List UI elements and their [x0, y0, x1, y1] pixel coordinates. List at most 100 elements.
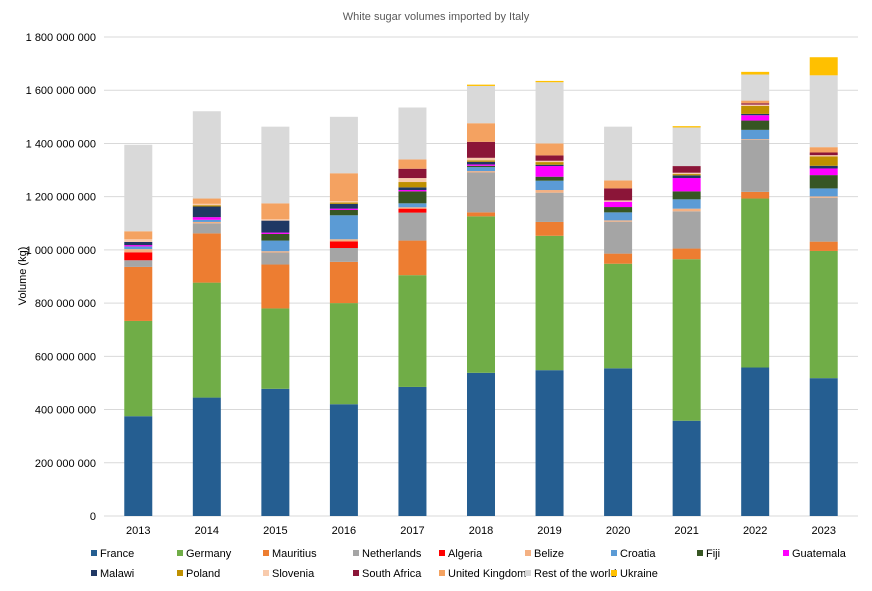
- legend-item: Poland: [177, 568, 220, 580]
- bar-segment: [192, 206, 221, 218]
- bar-segment: [261, 126, 290, 204]
- bar-segment: [329, 239, 358, 242]
- bar-stack-2021: [672, 126, 701, 516]
- bar-segment: [329, 208, 358, 210]
- bar-segment: [741, 198, 770, 368]
- bar-segment: [535, 143, 564, 156]
- bar-segment: [192, 223, 221, 234]
- legend-label: Croatia: [620, 548, 656, 560]
- x-tick-label: 2016: [332, 525, 356, 537]
- bar-segment: [672, 166, 701, 173]
- bar-segment: [535, 80, 564, 83]
- bar-segment: [809, 168, 838, 176]
- bar-stack-2018: [467, 84, 495, 516]
- bar-segment: [741, 113, 770, 116]
- bar-segment: [124, 260, 153, 267]
- bar-segment: [467, 165, 495, 168]
- bar-segment: [467, 85, 495, 124]
- bar-segment: [398, 207, 427, 209]
- bar-segment: [398, 240, 427, 276]
- chart-title: White sugar volumes imported by Italy: [343, 11, 530, 23]
- bar-segment: [809, 250, 838, 379]
- legend-label: Slovenia: [272, 568, 315, 580]
- bar-segment: [398, 191, 427, 204]
- bar-segment: [398, 178, 427, 183]
- bar-segment: [124, 266, 153, 321]
- bar-segment: [604, 180, 633, 189]
- bar-segment: [329, 404, 358, 516]
- y-tick-label: 200 000 000: [35, 458, 96, 470]
- bar-segment: [672, 208, 701, 212]
- bar-segment: [535, 155, 564, 161]
- bar-segment: [192, 397, 221, 516]
- bar-stack-2019: [535, 80, 564, 516]
- legend-swatch: [91, 550, 97, 556]
- legend-swatch: [697, 550, 703, 556]
- bar-segment: [467, 167, 495, 172]
- legend-label: United Kingdom: [448, 568, 526, 580]
- bar-segment: [672, 248, 701, 260]
- bar-stack-2013: [124, 144, 153, 516]
- bar-segment: [398, 386, 427, 516]
- x-tick-label: 2017: [400, 525, 424, 537]
- bar-segment: [809, 196, 838, 198]
- bar-segment: [535, 176, 564, 181]
- bar-segment: [535, 192, 564, 222]
- bar-segment: [124, 231, 153, 240]
- bar-segment: [535, 164, 564, 167]
- bar-segment: [535, 82, 564, 144]
- bar-segment: [467, 164, 495, 166]
- x-tick-label: 2023: [811, 525, 835, 537]
- legend-item: Malawi: [91, 568, 134, 580]
- legend-item: Croatia: [611, 548, 656, 560]
- bar-segment: [809, 175, 838, 189]
- y-tick-label: 1 600 000 000: [26, 85, 96, 97]
- bar-segment: [741, 105, 770, 114]
- bar-segment: [604, 220, 633, 222]
- bar-segment: [672, 191, 701, 200]
- x-tick-label: 2018: [469, 525, 493, 537]
- legend-label: South Africa: [362, 568, 422, 580]
- bar-segment: [398, 203, 427, 208]
- legend-item: Slovenia: [263, 568, 315, 580]
- bar-segment: [604, 263, 633, 369]
- legend-item: Algeria: [439, 548, 483, 560]
- bar-segment: [329, 303, 358, 405]
- bar-segment: [741, 139, 770, 140]
- bar-segment: [192, 198, 221, 204]
- bar-stack-2016: [329, 116, 358, 516]
- bar-segment: [809, 152, 838, 156]
- bar-segment: [261, 252, 290, 265]
- bar-segment: [398, 187, 427, 191]
- bar-segment: [672, 126, 701, 128]
- legend-label: Algeria: [448, 548, 483, 560]
- bar-segment: [467, 172, 495, 213]
- bar-segment: [261, 240, 290, 252]
- bar-segment: [604, 200, 633, 202]
- bar-segment: [604, 212, 633, 221]
- bar-segment: [329, 173, 358, 202]
- bar-segment: [329, 215, 358, 240]
- bar-stack-2015: [261, 126, 290, 516]
- x-tick-label: 2021: [674, 525, 698, 537]
- bar-segment: [467, 157, 495, 161]
- bar-segment: [192, 205, 221, 207]
- bar-segment: [329, 261, 358, 304]
- bar-segment: [398, 190, 427, 192]
- bar-segment: [741, 74, 770, 101]
- legend-item: Ukraine: [611, 568, 658, 580]
- legend-swatch: [525, 570, 531, 576]
- bar-segment: [192, 217, 221, 220]
- y-tick-label: 1 800 000 000: [26, 32, 96, 44]
- x-tick-label: 2015: [263, 525, 287, 537]
- bar-segment: [467, 212, 495, 217]
- y-axis-ticks: 0 200 000 000 400 000 000 600 000 000 800 00…: [26, 32, 96, 523]
- bar-segment: [672, 259, 701, 421]
- bar-segment: [124, 416, 153, 516]
- bar-segment: [467, 161, 495, 165]
- legend-swatch: [263, 570, 269, 576]
- bar-segment: [329, 116, 358, 174]
- bars: [124, 57, 838, 516]
- bar-segment: [809, 378, 838, 516]
